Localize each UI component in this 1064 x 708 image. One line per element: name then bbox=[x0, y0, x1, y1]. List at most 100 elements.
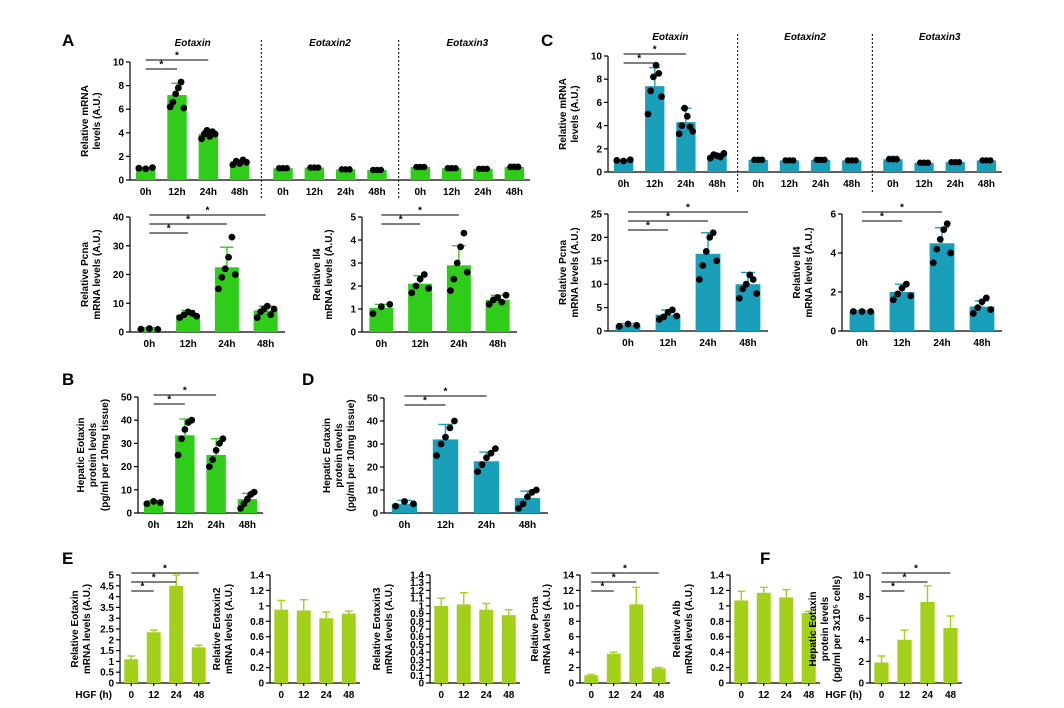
bar bbox=[367, 169, 387, 180]
y-tick-label: 4 bbox=[118, 128, 124, 139]
x-tick-label: 48 bbox=[945, 690, 957, 701]
y-tick-label: 6 bbox=[858, 614, 864, 625]
y-tick-label: 4 bbox=[830, 249, 836, 260]
y-tick-label: 1.4 bbox=[710, 571, 724, 582]
bar bbox=[629, 604, 644, 683]
y-tick-label: 0.5 bbox=[410, 640, 424, 651]
data-point bbox=[933, 245, 941, 253]
y-tick-label: 0.1 bbox=[410, 671, 424, 682]
data-point bbox=[753, 290, 761, 297]
x-tick-label: 0h bbox=[399, 520, 411, 531]
significance-star: * bbox=[637, 54, 641, 65]
y-axis-title: Relative mRNA bbox=[80, 85, 91, 157]
x-tick-label: 24h bbox=[450, 339, 467, 350]
significance-star: * bbox=[623, 564, 627, 575]
data-point bbox=[709, 229, 717, 237]
data-point bbox=[377, 303, 385, 311]
data-point bbox=[699, 262, 707, 269]
y-tick-label: 0 bbox=[858, 679, 864, 690]
data-point bbox=[624, 320, 632, 328]
y-axis-title: Relative Eotaxin3 bbox=[372, 587, 383, 670]
y-tick-label: 3 bbox=[108, 614, 114, 625]
y-axis-title: protein levels bbox=[334, 423, 345, 488]
data-point bbox=[852, 157, 859, 164]
data-point bbox=[193, 312, 200, 320]
x-tick-label: 24h bbox=[474, 187, 491, 198]
significance-star: * bbox=[418, 206, 422, 217]
y-tick-label: 1 bbox=[350, 305, 356, 316]
x-tick-label: 48 bbox=[343, 690, 355, 701]
chart-a3: 0 1 2 3 4 5 Relative Il4 mRNA levels (A.U.) 0h 12… bbox=[312, 206, 517, 350]
data-point bbox=[231, 271, 239, 278]
data-point bbox=[452, 165, 459, 172]
y-tick-label: 0.8 bbox=[250, 617, 264, 628]
data-point bbox=[644, 110, 652, 118]
y-tick-label: 0.9 bbox=[410, 609, 424, 620]
y-tick-label: 0.3 bbox=[410, 655, 424, 666]
data-point bbox=[346, 166, 353, 173]
data-point bbox=[447, 287, 454, 294]
data-point bbox=[483, 165, 491, 172]
data-point bbox=[154, 326, 162, 333]
y-axis-title: mRNA levels (A.U.) bbox=[384, 584, 395, 674]
significance-star: * bbox=[183, 386, 187, 397]
bar bbox=[296, 610, 311, 683]
data-point bbox=[675, 130, 683, 138]
data-point bbox=[858, 308, 866, 315]
y-tick-label: 0.5 bbox=[100, 668, 114, 679]
significance-star: * bbox=[163, 564, 167, 575]
data-point bbox=[532, 486, 540, 494]
x-tick-label: 12 bbox=[458, 690, 470, 701]
data-point bbox=[706, 234, 714, 241]
y-axis-title: mRNA levels (A.U.) bbox=[542, 584, 553, 674]
x-tick-label: 48h bbox=[489, 339, 506, 350]
bar bbox=[146, 632, 161, 683]
data-point bbox=[219, 435, 227, 443]
y-tick-label: 0.8 bbox=[710, 617, 724, 628]
significance-star: * bbox=[891, 582, 895, 593]
y-tick-label: 3 bbox=[350, 259, 356, 270]
y-tick-label: 0 bbox=[350, 328, 356, 339]
y-tick-label: 10 bbox=[853, 571, 865, 582]
y-axis-title: Relative Eotaxin bbox=[70, 590, 81, 667]
panel-label-d: D bbox=[302, 370, 314, 389]
y-tick-label: 30 bbox=[113, 241, 125, 252]
y-tick-label: 1.1 bbox=[410, 594, 424, 605]
significance-star: * bbox=[206, 206, 210, 217]
data-point bbox=[924, 159, 932, 166]
chart-c2: 0 5 10 15 20 25 Relative Pcna mRNA levels (A.U.… bbox=[558, 203, 768, 349]
y-tick-label: 0 bbox=[568, 679, 574, 690]
bar bbox=[175, 435, 195, 513]
y-tick-label: 10 bbox=[591, 280, 603, 291]
significance-star: * bbox=[880, 212, 884, 223]
x-tick-label: 0h bbox=[148, 520, 160, 531]
data-point bbox=[947, 249, 955, 257]
bar bbox=[651, 668, 666, 683]
data-point bbox=[494, 294, 502, 301]
data-point bbox=[446, 424, 454, 432]
data-point bbox=[218, 273, 226, 281]
data-point bbox=[392, 502, 400, 510]
bar bbox=[253, 310, 278, 332]
y-axis-title: levels (A.U.) bbox=[570, 85, 581, 142]
bar bbox=[779, 597, 794, 683]
chart-c3: 0 2 4 6 Relative Il4 mRNA levels (A.U.) 0h 12h 2… bbox=[792, 203, 1002, 349]
y-axis-title: protein levels bbox=[88, 422, 99, 487]
x-tick-label: 12h bbox=[893, 338, 910, 349]
y-tick-label: 1.2 bbox=[250, 586, 264, 597]
x-tick-label: 24 bbox=[631, 690, 643, 701]
data-point bbox=[758, 156, 766, 164]
data-point bbox=[149, 164, 156, 172]
bar bbox=[335, 169, 356, 180]
significance-star: * bbox=[900, 203, 904, 214]
x-tick-label: 0h bbox=[618, 179, 630, 190]
data-point bbox=[250, 488, 258, 496]
y-tick-label: 0 bbox=[118, 176, 124, 187]
y-axis-title: Hepatic Eotaxin bbox=[322, 418, 333, 493]
data-point bbox=[689, 127, 697, 135]
y-tick-label: 5 bbox=[350, 213, 356, 224]
data-point bbox=[491, 445, 499, 452]
data-point bbox=[746, 271, 754, 279]
y-tick-label: 6 bbox=[830, 210, 836, 221]
